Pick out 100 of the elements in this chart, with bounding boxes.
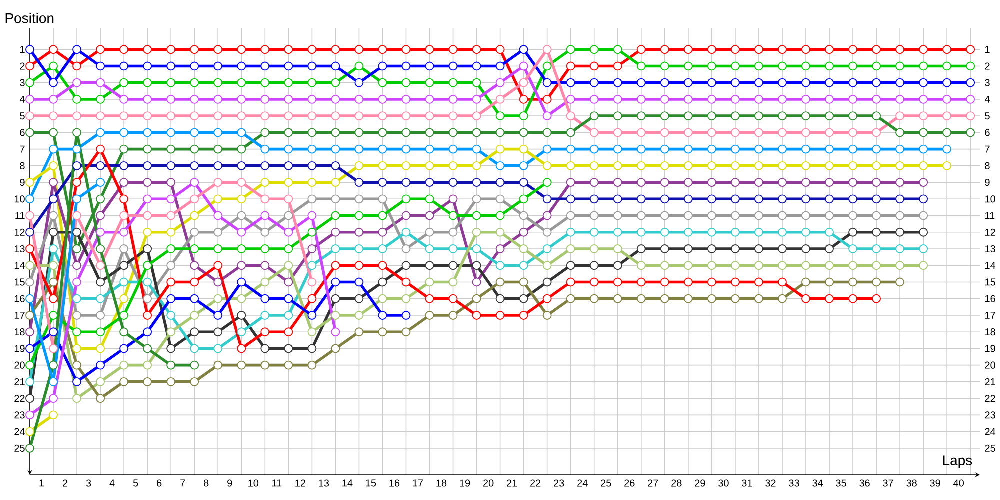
point (848, 161, 858, 170)
point (378, 294, 388, 304)
point (402, 194, 411, 204)
x-tick-label: 19 (460, 480, 470, 487)
point (308, 344, 317, 354)
point (143, 194, 152, 204)
point (754, 112, 764, 121)
point (214, 128, 223, 138)
point (754, 94, 764, 104)
y-tick-label: 15 (14, 278, 25, 286)
point (754, 228, 764, 237)
point (472, 294, 482, 304)
point (425, 45, 434, 54)
point (448, 211, 458, 220)
point (425, 294, 434, 304)
point (896, 128, 905, 138)
point (802, 45, 810, 54)
point (519, 261, 528, 270)
point (284, 128, 294, 138)
point (284, 161, 294, 170)
point (49, 244, 58, 254)
point (848, 144, 858, 154)
point (260, 94, 270, 104)
point (143, 178, 152, 188)
y-tick-label: 16 (14, 295, 25, 302)
y-axis-title: Position (6, 13, 54, 24)
point (566, 294, 576, 304)
point (825, 45, 834, 54)
point (214, 261, 223, 270)
point (308, 278, 317, 287)
point (26, 244, 34, 254)
point (472, 228, 482, 237)
point (730, 244, 740, 254)
y-tick-label: 10 (14, 196, 25, 203)
point (542, 228, 552, 237)
point (425, 78, 434, 88)
point (96, 45, 106, 54)
point (96, 228, 106, 237)
y-tick-label: 23 (14, 412, 25, 419)
point (331, 228, 340, 237)
point (96, 311, 106, 320)
point (872, 45, 882, 54)
point (707, 294, 716, 304)
point (166, 328, 176, 337)
point (425, 244, 434, 254)
point (472, 211, 482, 220)
point (72, 377, 82, 386)
point (49, 410, 58, 420)
point (378, 144, 388, 154)
point (448, 278, 458, 287)
point (96, 178, 106, 188)
point (566, 112, 576, 121)
point (542, 62, 552, 71)
point (778, 94, 787, 104)
point (778, 178, 787, 188)
point (636, 45, 646, 54)
y-tick-label: 7 (20, 146, 25, 153)
point (166, 377, 176, 386)
point (402, 161, 411, 170)
point (660, 244, 670, 254)
point (214, 78, 223, 88)
point (802, 194, 810, 204)
point (354, 194, 364, 204)
x-tick-label: 20 (483, 480, 494, 487)
point (49, 278, 58, 287)
point (825, 244, 834, 254)
point (613, 112, 622, 121)
point (848, 178, 858, 188)
x-tick-label: 7 (180, 480, 186, 487)
point (684, 278, 693, 287)
y2-tick-label: 10 (985, 196, 996, 203)
point (636, 144, 646, 154)
y-tick-label: 4 (20, 96, 25, 103)
point (190, 161, 200, 170)
point (190, 128, 200, 138)
point (848, 294, 858, 304)
point (120, 45, 129, 54)
point (49, 377, 58, 386)
point (143, 211, 152, 220)
y-tick-label: 18 (14, 328, 25, 336)
point (72, 344, 82, 354)
x-tick-label: 29 (695, 480, 706, 487)
point (802, 144, 810, 154)
point (519, 62, 528, 71)
point (166, 128, 176, 138)
point (848, 128, 858, 138)
point (590, 128, 599, 138)
point (49, 294, 58, 304)
y-tick-label: 2 (20, 62, 25, 70)
point (613, 161, 622, 170)
point (72, 45, 82, 54)
point (778, 128, 787, 138)
point (72, 360, 82, 370)
point (166, 294, 176, 304)
point (96, 211, 106, 220)
point (402, 328, 411, 337)
point (214, 311, 223, 320)
point (120, 360, 129, 370)
x-tick-label: 37 (883, 480, 894, 487)
point (425, 62, 434, 71)
